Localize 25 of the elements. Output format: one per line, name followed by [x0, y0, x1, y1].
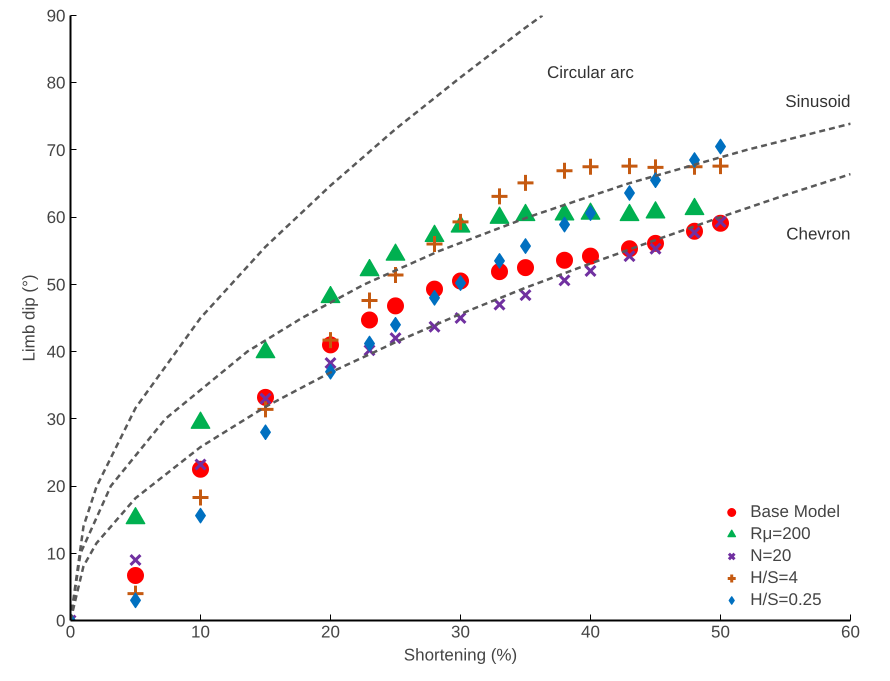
x-tick-label: 60 — [841, 622, 860, 642]
y-tick-label: 40 — [46, 342, 66, 362]
y-tick-label: 60 — [46, 208, 66, 228]
legend-label: H/S=4 — [750, 568, 798, 588]
y-tick-label: 30 — [46, 410, 66, 429]
y-tick-label: 20 — [46, 477, 66, 496]
annotation: Chevron — [786, 224, 851, 244]
y-tick-label: 70 — [46, 140, 66, 160]
x-tick-label: 20 — [321, 622, 340, 642]
y-axis-title: Limb dip (°) — [20, 274, 39, 362]
x-tick-label: 40 — [581, 622, 600, 642]
y-tick-label: 80 — [46, 74, 66, 93]
y-tick-label: 90 — [46, 6, 66, 26]
y-tick-label: 10 — [46, 544, 66, 564]
legend-label: H/S=0.25 — [750, 590, 822, 610]
x-tick-label: 30 — [451, 622, 470, 642]
legend-label: Base Model — [750, 502, 840, 522]
legend-label: N=20 — [750, 546, 792, 566]
x-tick-label: 50 — [711, 622, 730, 642]
legend-label: Rμ=200 — [750, 524, 811, 544]
x-axis-title: Shortening (%) — [404, 646, 518, 664]
y-tick-label: 50 — [46, 275, 66, 294]
annotation: Circular arc — [546, 63, 634, 82]
x-tick-label: 10 — [191, 622, 210, 642]
annotation: Sinusoid — [785, 92, 851, 112]
